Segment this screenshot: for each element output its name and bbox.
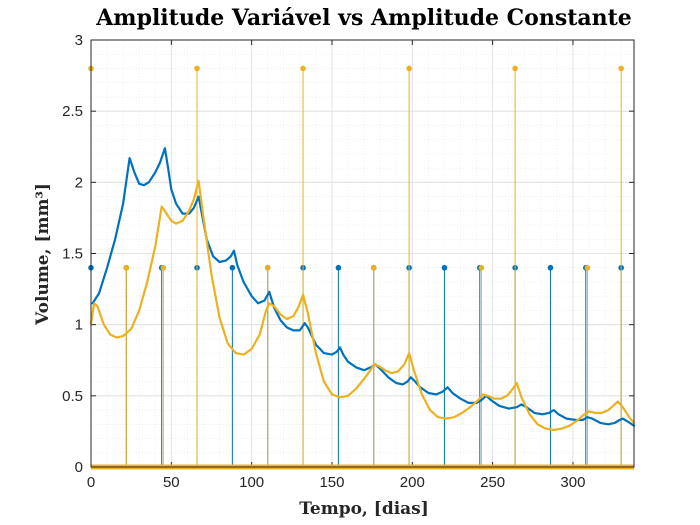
x-tick-label: 200: [400, 474, 425, 491]
stem-marker: [441, 264, 448, 271]
x-tick-labels: 0 50 100 150 200 250 300: [87, 474, 586, 491]
y-tick-label: 0.5: [62, 388, 83, 405]
stem-marker: [335, 264, 342, 271]
series-line-variable: [91, 147, 636, 427]
y-tick-label: 1: [75, 317, 83, 334]
series-line-constant: [89, 179, 636, 432]
stem-marker: [229, 264, 236, 271]
major-grid: [90, 39, 634, 468]
plot-frame: [90, 39, 635, 468]
y-tick-label: 1.5: [62, 246, 83, 263]
stem-marker: [123, 264, 130, 271]
y-tick-label: 2.5: [62, 103, 83, 120]
y-tick-label: 0: [75, 459, 83, 476]
stem-marker: [478, 264, 485, 271]
stem-marker: [194, 65, 200, 72]
stem-marker: [406, 65, 412, 72]
x-tick-label: 0: [87, 474, 95, 491]
series-lines: [89, 147, 636, 432]
x-tick-label: 300: [560, 474, 585, 491]
x-tick-label: 50: [163, 474, 180, 491]
x-tick-label: 150: [319, 474, 344, 491]
x-tick-label: 100: [239, 474, 264, 491]
x-tick-label: 250: [480, 474, 505, 491]
stem-marker: [264, 264, 271, 271]
stem-marker: [300, 65, 306, 72]
stem-marker: [160, 264, 167, 271]
stem-marker: [512, 65, 518, 72]
stem-marker: [584, 264, 591, 271]
y-tick-label: 3: [75, 32, 83, 49]
y-tick-label: 2: [75, 174, 83, 191]
stem-marker: [547, 264, 554, 271]
stem-marker: [370, 264, 377, 271]
stem-markers: [88, 65, 624, 467]
stem-marker: [618, 65, 624, 72]
y-tick-labels: 0 0.5 1 1.5 2 2.5 3: [62, 32, 83, 476]
chart-title: Amplitude Variável vs Amplitude Constant…: [95, 5, 632, 31]
y-axis-label: Volume, [mm³]: [33, 183, 53, 326]
x-axis-label: Tempo, [dias]: [299, 499, 429, 519]
